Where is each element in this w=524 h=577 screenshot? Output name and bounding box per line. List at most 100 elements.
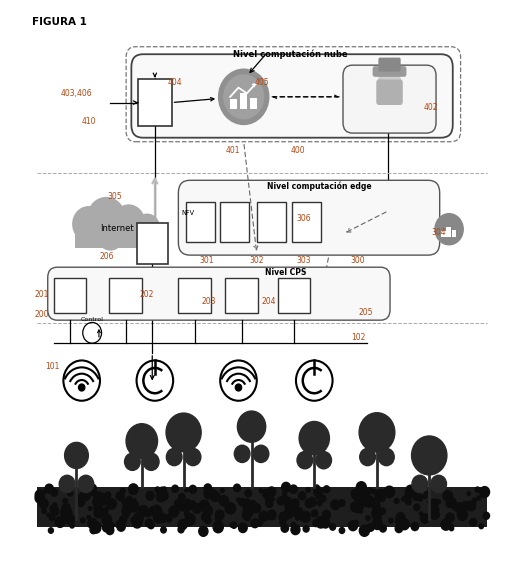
Circle shape	[243, 512, 250, 520]
Circle shape	[41, 490, 45, 495]
Circle shape	[366, 516, 370, 520]
Circle shape	[105, 492, 111, 499]
Bar	[178, 278, 211, 313]
Circle shape	[291, 522, 296, 527]
Text: 405: 405	[254, 78, 269, 87]
Text: 302: 302	[249, 256, 264, 265]
Circle shape	[367, 488, 372, 493]
Circle shape	[266, 500, 273, 507]
Circle shape	[289, 507, 297, 515]
FancyBboxPatch shape	[377, 80, 402, 104]
Circle shape	[297, 452, 313, 469]
Circle shape	[177, 503, 181, 507]
Text: NFV: NFV	[181, 210, 194, 216]
Circle shape	[245, 490, 252, 497]
Text: 305: 305	[108, 192, 123, 201]
Circle shape	[184, 488, 188, 492]
Circle shape	[281, 482, 290, 492]
Circle shape	[243, 505, 254, 517]
Circle shape	[430, 510, 439, 519]
Circle shape	[402, 497, 406, 501]
Circle shape	[166, 515, 172, 522]
Text: Nivel computación edge: Nivel computación edge	[267, 181, 372, 191]
Circle shape	[221, 489, 224, 493]
Circle shape	[59, 519, 63, 524]
Circle shape	[215, 516, 221, 523]
Circle shape	[139, 505, 148, 516]
Circle shape	[421, 514, 429, 523]
Circle shape	[412, 484, 422, 495]
Circle shape	[308, 497, 316, 507]
Circle shape	[359, 413, 395, 452]
Circle shape	[296, 516, 299, 520]
Circle shape	[102, 514, 112, 525]
Circle shape	[160, 491, 168, 500]
Circle shape	[323, 486, 330, 493]
Text: 306: 306	[296, 213, 311, 223]
Circle shape	[395, 524, 402, 533]
Circle shape	[73, 207, 104, 241]
Text: 101: 101	[45, 362, 60, 370]
Circle shape	[78, 475, 94, 493]
Text: 206: 206	[100, 252, 114, 261]
Circle shape	[204, 516, 211, 524]
Circle shape	[116, 523, 120, 527]
Circle shape	[225, 503, 236, 514]
Text: 201: 201	[35, 290, 49, 299]
Circle shape	[63, 508, 68, 514]
Circle shape	[292, 507, 296, 511]
Circle shape	[431, 475, 446, 493]
Circle shape	[219, 496, 228, 506]
Circle shape	[380, 524, 386, 532]
Circle shape	[178, 501, 187, 511]
Circle shape	[355, 508, 359, 512]
Circle shape	[449, 524, 453, 528]
Circle shape	[442, 524, 446, 529]
Bar	[292, 202, 321, 242]
Circle shape	[246, 508, 252, 515]
Circle shape	[441, 519, 451, 530]
Circle shape	[356, 482, 366, 493]
FancyBboxPatch shape	[178, 180, 440, 255]
Circle shape	[35, 493, 44, 503]
Circle shape	[282, 492, 287, 496]
Circle shape	[244, 509, 252, 518]
Text: 301: 301	[199, 256, 214, 265]
Circle shape	[96, 523, 101, 528]
Circle shape	[154, 513, 163, 523]
Circle shape	[116, 492, 124, 500]
Text: 304: 304	[432, 227, 446, 237]
Circle shape	[424, 491, 428, 494]
Circle shape	[290, 485, 297, 493]
Circle shape	[189, 485, 196, 493]
Circle shape	[213, 522, 223, 533]
Circle shape	[79, 384, 85, 391]
Circle shape	[94, 503, 102, 512]
Text: 303: 303	[296, 256, 311, 265]
Circle shape	[70, 523, 74, 528]
Text: 300: 300	[351, 256, 365, 265]
Circle shape	[428, 500, 432, 504]
Circle shape	[131, 499, 137, 504]
FancyBboxPatch shape	[132, 54, 453, 138]
Circle shape	[109, 522, 114, 528]
Circle shape	[126, 424, 158, 458]
Circle shape	[291, 507, 300, 516]
Circle shape	[253, 445, 269, 463]
Circle shape	[443, 490, 453, 501]
Circle shape	[359, 525, 369, 536]
Circle shape	[148, 522, 154, 529]
Bar	[110, 278, 142, 313]
Circle shape	[165, 515, 170, 520]
Circle shape	[291, 524, 300, 535]
Circle shape	[291, 499, 299, 507]
Circle shape	[372, 508, 381, 519]
Bar	[278, 278, 310, 313]
Circle shape	[122, 507, 130, 516]
FancyBboxPatch shape	[379, 58, 400, 71]
Circle shape	[88, 518, 97, 529]
Circle shape	[125, 453, 140, 470]
Circle shape	[178, 494, 185, 501]
Circle shape	[237, 411, 266, 442]
Circle shape	[372, 489, 376, 494]
